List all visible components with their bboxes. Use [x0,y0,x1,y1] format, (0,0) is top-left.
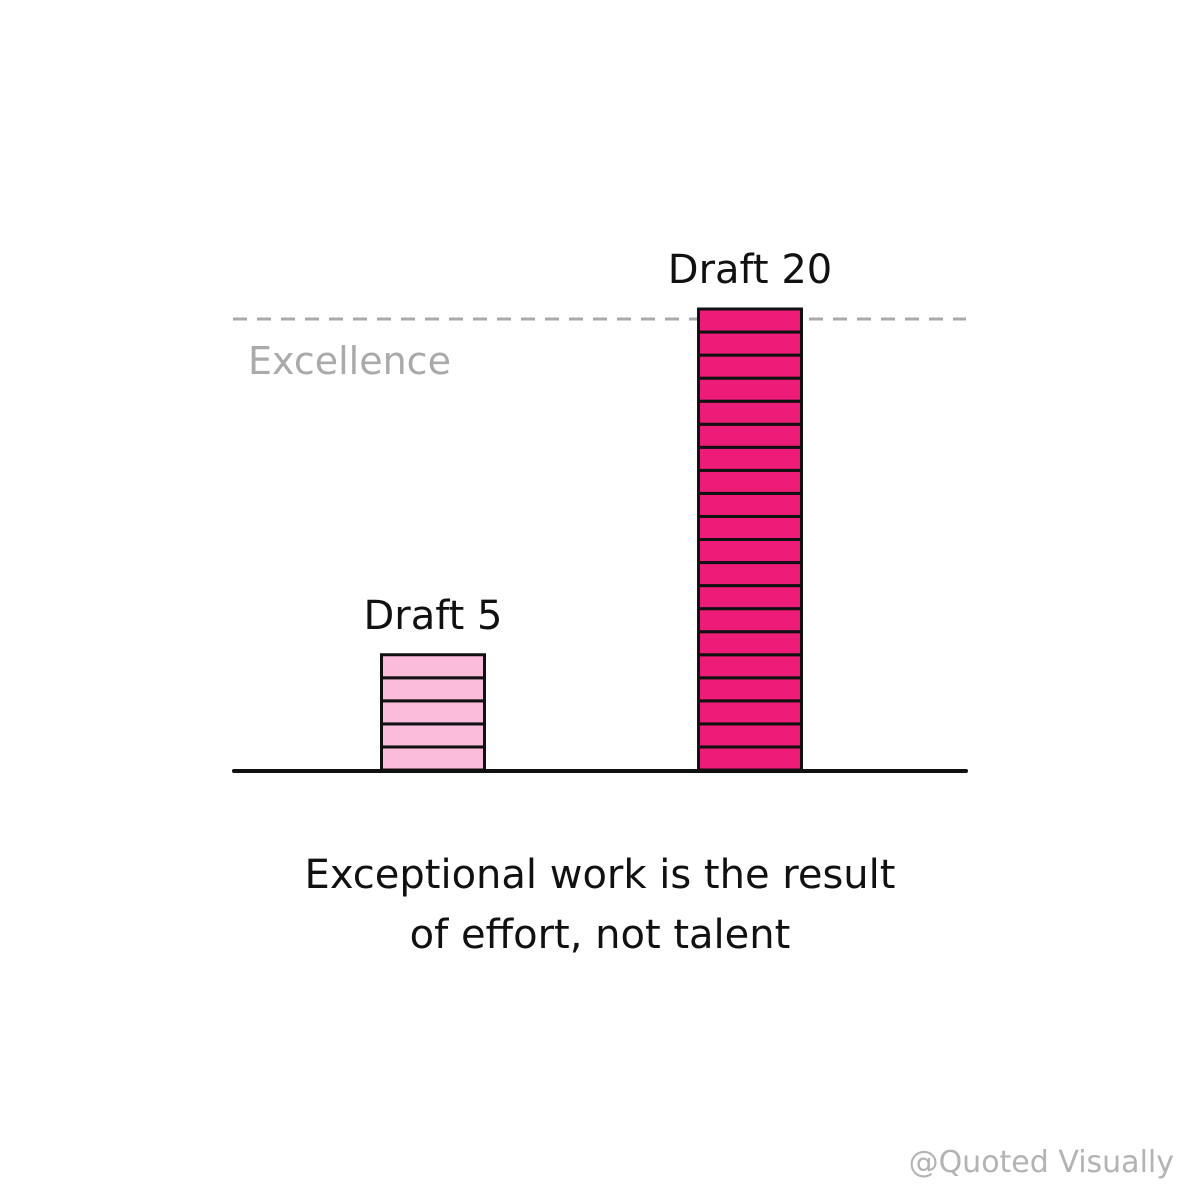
bar-block [697,561,803,588]
bar-block [697,468,803,495]
bar-block [380,676,486,703]
bar-block [697,399,803,426]
bar-block [697,307,803,334]
bar-block [697,538,803,565]
bar-block [697,699,803,726]
bar-block [380,653,486,680]
bar-block [697,376,803,403]
caption-line-2: of effort, not talent [409,912,791,958]
credit-watermark: @Quoted Visually [908,1145,1174,1180]
bar-block [697,653,803,680]
bar-draft-20 [697,307,803,772]
bar-label: Draft 20 [668,247,832,293]
caption-line-1: Exceptional work is the result [304,852,896,898]
bar-block [697,676,803,703]
bar-block [697,491,803,518]
caption: Exceptional work is the result of effort… [200,845,1000,965]
bar-block [697,745,803,772]
bar-block [697,514,803,542]
bar-block [380,699,486,726]
bar-draft-5 [380,653,486,772]
bar-block [380,745,486,772]
bar-block [697,330,803,357]
bar-block [697,422,803,449]
bar-block [697,630,803,657]
bar-block [697,353,803,380]
bar-block [380,722,486,749]
bar-block [697,445,803,472]
bar-block [697,584,803,611]
bar-label: Draft 5 [364,593,503,639]
bar-block [697,722,803,749]
bars-group: Draft 5 Draft 20 [364,247,832,772]
excellence-label: Excellence [248,339,451,383]
bar-block [697,607,803,634]
